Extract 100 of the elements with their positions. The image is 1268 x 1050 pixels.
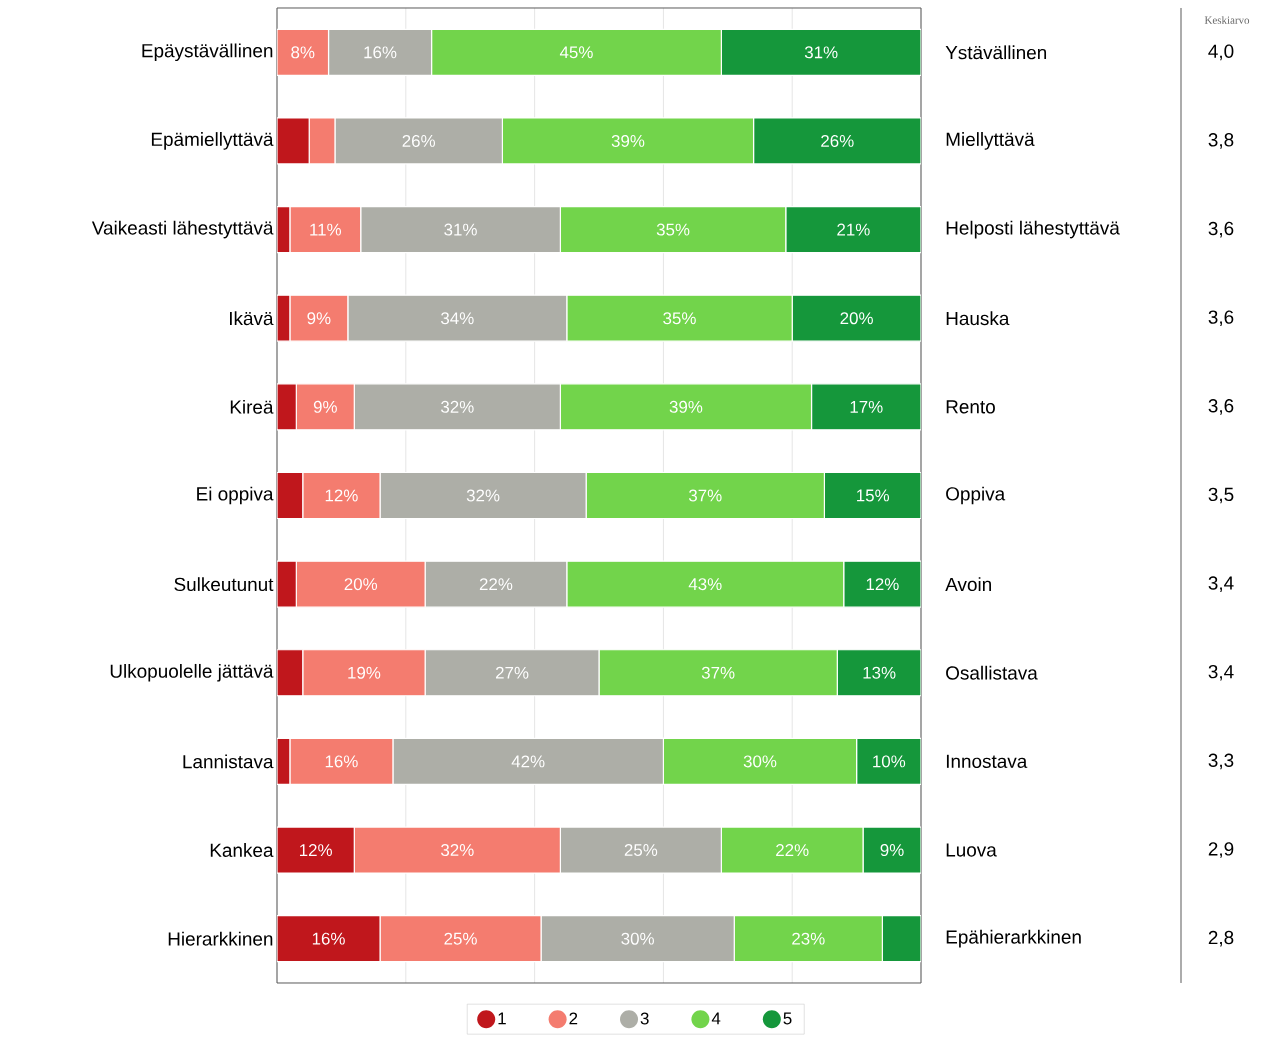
- data-label: 12%: [325, 489, 358, 502]
- data-label: 16%: [364, 46, 397, 59]
- data-label: 37%: [701, 666, 735, 679]
- data-label: 22%: [776, 844, 809, 856]
- data-label: 20%: [344, 578, 378, 591]
- legend-label: 5: [783, 1012, 792, 1025]
- data-label: 22%: [479, 578, 513, 591]
- y-tick-label: Epämiellyttävä: [151, 132, 274, 150]
- data-label: 30%: [743, 755, 777, 768]
- bar: [277, 471, 304, 520]
- text: 3,4: [1208, 664, 1234, 681]
- data-label: 32%: [466, 489, 500, 502]
- bar: [843, 560, 922, 608]
- bar: [289, 294, 349, 342]
- data-label: 15%: [857, 489, 890, 502]
- legend-label: 3: [640, 1012, 649, 1025]
- data-label: 26%: [821, 134, 854, 147]
- bar: [277, 649, 304, 697]
- data-label: 45%: [559, 46, 593, 59]
- y-tick-label: Ei oppiva: [197, 486, 274, 505]
- data-label: 17%: [850, 400, 883, 413]
- data-label: 25%: [444, 932, 477, 945]
- y-tick-label: Kireä: [230, 399, 274, 414]
- text: 2,8: [1208, 930, 1234, 947]
- text: Epähierarkkinen: [946, 929, 1081, 948]
- y-tick-label: Lannistava: [183, 754, 274, 769]
- bar: [791, 294, 922, 342]
- bar: [836, 649, 922, 697]
- y-tick-label: Ikävä: [230, 311, 274, 326]
- y-tick-label: Epäystävällinen: [142, 43, 273, 62]
- data-label: 32%: [441, 400, 474, 413]
- data-label: 30%: [621, 932, 654, 945]
- text: 3,3: [1208, 753, 1234, 770]
- data-label: 21%: [837, 223, 870, 236]
- text: 3,4: [1208, 576, 1234, 592]
- bar: [720, 28, 922, 76]
- y-tick-label: Sulkeutunut: [174, 577, 274, 592]
- text: Luova: [946, 843, 997, 857]
- text: Oppiva: [946, 486, 1006, 505]
- legend-label: 2: [569, 1012, 578, 1025]
- y-tick-label: Kankea: [210, 843, 274, 857]
- text: Ystävällinen: [945, 45, 1047, 60]
- bar: [295, 560, 426, 608]
- data-label: 19%: [348, 666, 381, 679]
- text: 3,6: [1208, 310, 1234, 327]
- text: 3,8: [1208, 133, 1234, 149]
- data-label: 12%: [866, 578, 899, 591]
- y-tick-label: Vaikeasti lähestyttävä: [91, 220, 274, 239]
- data-label: 31%: [444, 223, 477, 236]
- data-label: 9%: [307, 312, 331, 325]
- data-label: 13%: [863, 666, 896, 679]
- bar: [810, 383, 922, 431]
- bar: [277, 826, 355, 874]
- data-label: 10%: [873, 755, 906, 768]
- data-label: 27%: [495, 666, 529, 679]
- text: Helposti lähestyttävä: [946, 220, 1120, 239]
- bar: [785, 205, 922, 254]
- data-label: 16%: [325, 755, 358, 768]
- text: 3,6: [1208, 221, 1234, 238]
- data-label: 43%: [688, 578, 722, 591]
- text: Avoin: [945, 577, 991, 592]
- bar: [302, 471, 381, 520]
- bar: [289, 737, 394, 786]
- data-label: 12%: [299, 844, 332, 856]
- bar: [856, 737, 922, 786]
- text: 4,0: [1208, 44, 1234, 61]
- bar: [277, 117, 310, 165]
- data-label: 31%: [804, 46, 838, 59]
- bar: [277, 915, 381, 963]
- data-label: 35%: [663, 312, 696, 325]
- text: 3,5: [1208, 487, 1234, 504]
- text: Innostava: [946, 754, 1028, 768]
- data-label: 32%: [441, 844, 474, 857]
- y-tick-label: Ulkopuolelle jättävä: [110, 663, 274, 682]
- data-label: 16%: [312, 932, 345, 945]
- data-label: 11%: [310, 223, 342, 236]
- text: Keskiarvo: [1204, 16, 1250, 24]
- bar: [295, 383, 355, 431]
- data-label: 37%: [688, 489, 722, 502]
- data-label: 26%: [402, 134, 436, 147]
- data-label: 23%: [792, 932, 825, 945]
- bar: [881, 915, 922, 963]
- bar: [289, 205, 362, 254]
- text: 3,6: [1208, 399, 1234, 415]
- data-label: 39%: [611, 134, 645, 147]
- data-label: 8%: [291, 46, 315, 59]
- y-tick-label: Hierarkkinen: [168, 931, 273, 946]
- data-label: 35%: [656, 223, 690, 236]
- text: 2,9: [1208, 842, 1234, 858]
- text: Hauska: [946, 311, 1010, 326]
- data-label: 9%: [880, 844, 904, 857]
- bar: [277, 28, 330, 76]
- data-label: 9%: [313, 400, 337, 413]
- text: Rento: [946, 400, 995, 414]
- text: Osallistava: [946, 665, 1038, 680]
- text: Miellyttävä: [946, 132, 1035, 150]
- data-label: 39%: [669, 400, 703, 413]
- bar: [752, 117, 922, 165]
- bar: [302, 649, 426, 697]
- bar: [823, 471, 922, 520]
